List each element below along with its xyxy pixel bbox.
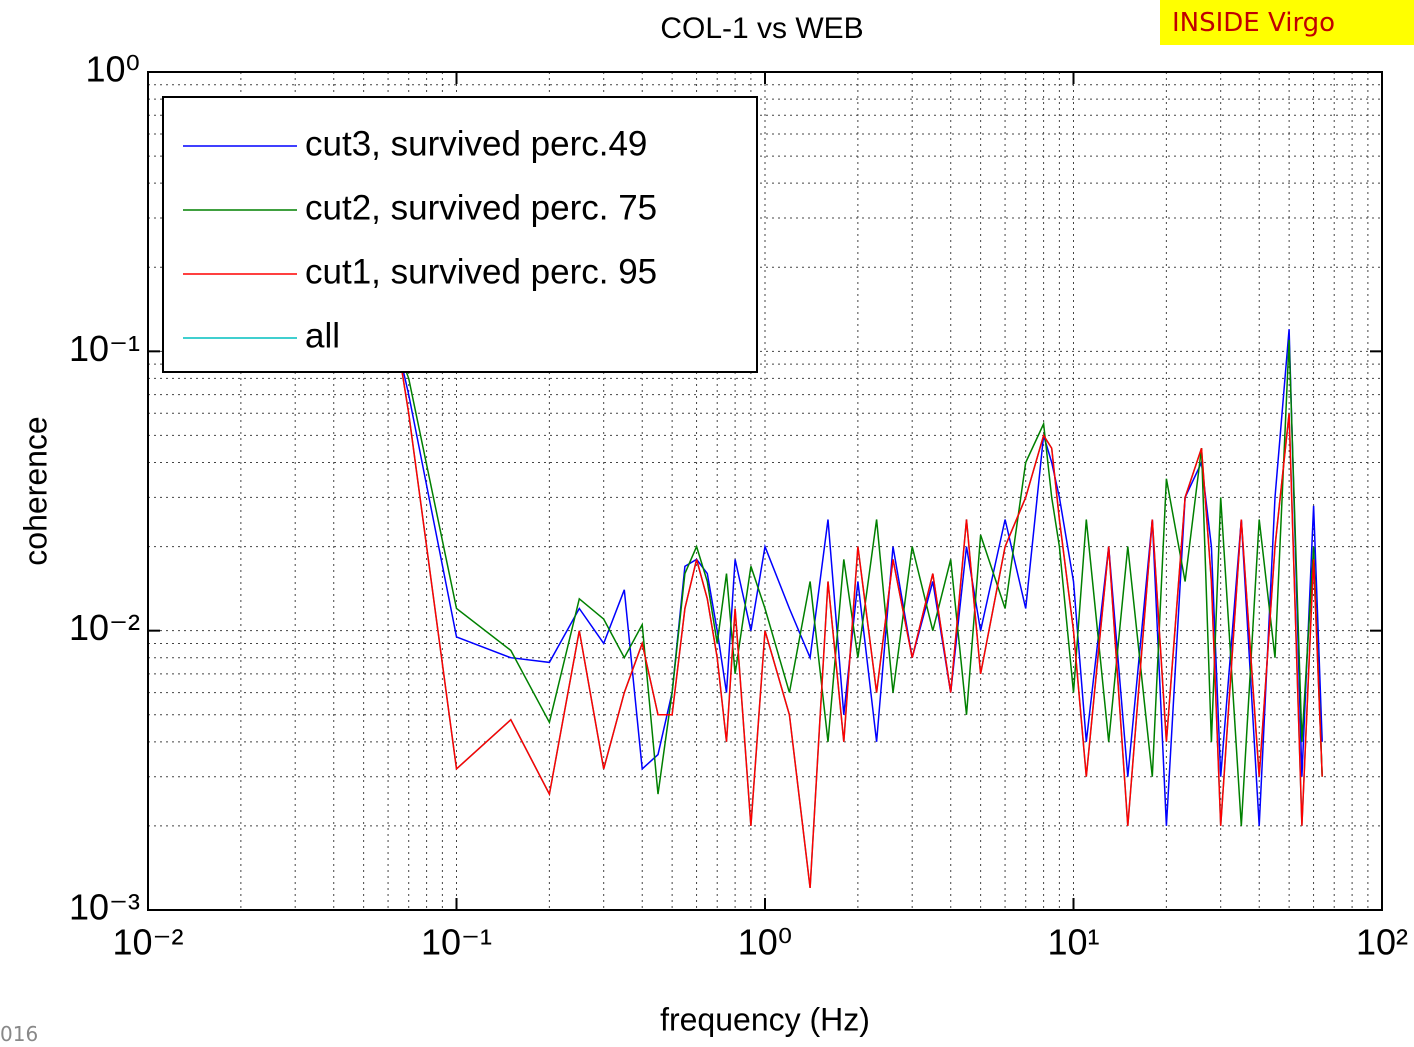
plot-frame bbox=[147, 71, 1383, 911]
plot-lines bbox=[398, 329, 1323, 888]
x-tick-label: 10⁻² bbox=[112, 922, 183, 963]
x-tick-label: 10² bbox=[1356, 922, 1408, 963]
y-tick-label: 10⁻¹ bbox=[69, 328, 140, 369]
x-tick-label: 10⁰ bbox=[738, 922, 792, 963]
legend-box bbox=[162, 96, 758, 373]
chart-title: COL-1 vs WEB bbox=[660, 12, 863, 45]
y-tick-label: 10⁻³ bbox=[69, 887, 140, 928]
series-line bbox=[398, 351, 1323, 888]
legend-label: all bbox=[305, 316, 340, 355]
footer: 016 bbox=[0, 1022, 39, 1046]
legend-label: cut2, survived perc. 75 bbox=[305, 188, 657, 227]
note-box: INSIDE Virgo bbox=[1160, 0, 1414, 45]
note-text: INSIDE Virgo bbox=[1172, 8, 1336, 38]
legend: cut3, survived perc.49 cut2, survived per… bbox=[162, 96, 758, 373]
y-axis-label: coherence bbox=[17, 416, 53, 565]
series-line bbox=[398, 339, 1323, 826]
x-axis-label: frequency (Hz) bbox=[660, 1001, 870, 1037]
series-line bbox=[398, 351, 1323, 888]
y-tick-label: 10⁰ bbox=[86, 49, 140, 90]
legend-label: cut3, survived perc.49 bbox=[305, 124, 647, 163]
legend-label: cut1, survived perc. 95 bbox=[305, 252, 657, 291]
y-tick-label: 10⁻² bbox=[69, 607, 140, 648]
x-tick-label: 10⁻¹ bbox=[421, 922, 492, 963]
x-tick-label: 10¹ bbox=[1047, 922, 1099, 963]
